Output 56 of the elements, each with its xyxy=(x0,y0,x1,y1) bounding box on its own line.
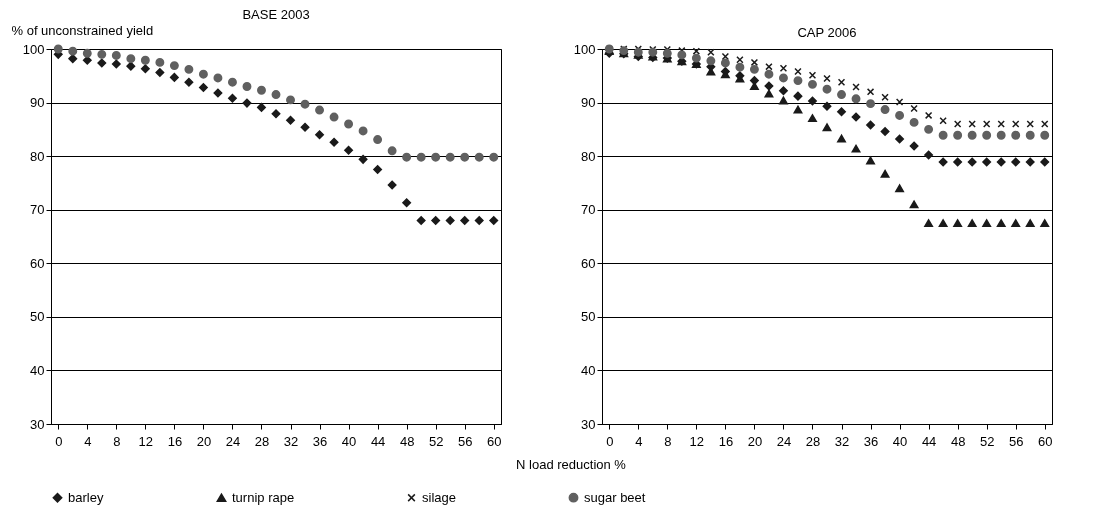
legend-label: silage xyxy=(422,489,456,505)
x-tick-label: 40 xyxy=(892,433,908,449)
x-tick-label: 44 xyxy=(370,433,386,449)
legend-label: sugar beet xyxy=(584,489,646,505)
y-tick-label: 40 xyxy=(30,362,45,378)
chart-title: BASE 2003 xyxy=(242,7,310,22)
y-tick-label: 80 xyxy=(581,148,596,164)
x-tick-label: 24 xyxy=(225,433,241,449)
legend-label: barley xyxy=(68,489,104,505)
x-tick-label: 48 xyxy=(950,433,966,449)
x-tick-label: 28 xyxy=(805,433,821,449)
x-tick-label: 24 xyxy=(776,433,792,449)
x-tick-label: 56 xyxy=(1008,433,1024,449)
x-tick-label: 60 xyxy=(487,433,502,449)
y-tick-label: 50 xyxy=(30,309,45,325)
x-tick-label: 52 xyxy=(979,433,995,449)
y-tick-label: 90 xyxy=(581,95,596,111)
x-tick-label: 4 xyxy=(84,433,92,449)
x-tick-label: 36 xyxy=(863,433,879,449)
x-tick-label: 48 xyxy=(399,433,415,449)
x-tick-label: 36 xyxy=(312,433,328,449)
x-tick-label: 56 xyxy=(457,433,473,449)
y-tick-label: 90 xyxy=(30,95,45,111)
x-tick-label: 20 xyxy=(196,433,212,449)
x-tick-label: 16 xyxy=(167,433,183,449)
y-tick-label: 30 xyxy=(30,416,45,432)
x-tick-label: 60 xyxy=(1038,433,1053,449)
y-axis-title: % of unconstrained yield xyxy=(11,22,154,38)
x-tick-label: 0 xyxy=(606,433,614,449)
x-tick-label: 8 xyxy=(113,433,121,449)
y-tick-label: 50 xyxy=(581,309,596,325)
x-tick-label: 4 xyxy=(635,433,643,449)
y-tick-label: 70 xyxy=(30,202,45,218)
x-tick-label: 20 xyxy=(747,433,763,449)
y-tick-label: 70 xyxy=(581,202,596,218)
y-tick-label: 30 xyxy=(581,416,596,432)
chart-title: CAP 2006 xyxy=(797,25,857,41)
y-tick-label: 100 xyxy=(22,41,45,57)
y-tick-label: 60 xyxy=(30,255,45,271)
x-tick-label: 40 xyxy=(341,433,357,449)
x-tick-label: 12 xyxy=(138,433,154,449)
x-tick-label: 12 xyxy=(689,433,705,449)
x-tick-label: 28 xyxy=(254,433,270,449)
x-tick-label: 52 xyxy=(428,433,444,449)
y-tick-label: 60 xyxy=(581,255,596,271)
x-tick-label: 0 xyxy=(55,433,63,449)
x-axis-title: N load reduction % xyxy=(516,457,627,472)
x-tick-label: 44 xyxy=(921,433,937,449)
x-tick-label: 32 xyxy=(283,433,299,449)
legend-label: turnip rape xyxy=(232,489,295,505)
x-tick-label: 32 xyxy=(834,433,850,449)
x-tick-label: 16 xyxy=(718,433,734,449)
y-tick-label: 80 xyxy=(30,148,45,164)
x-tick-label: 8 xyxy=(664,433,672,449)
y-tick-label: 100 xyxy=(573,41,596,57)
y-tick-label: 40 xyxy=(581,362,596,378)
